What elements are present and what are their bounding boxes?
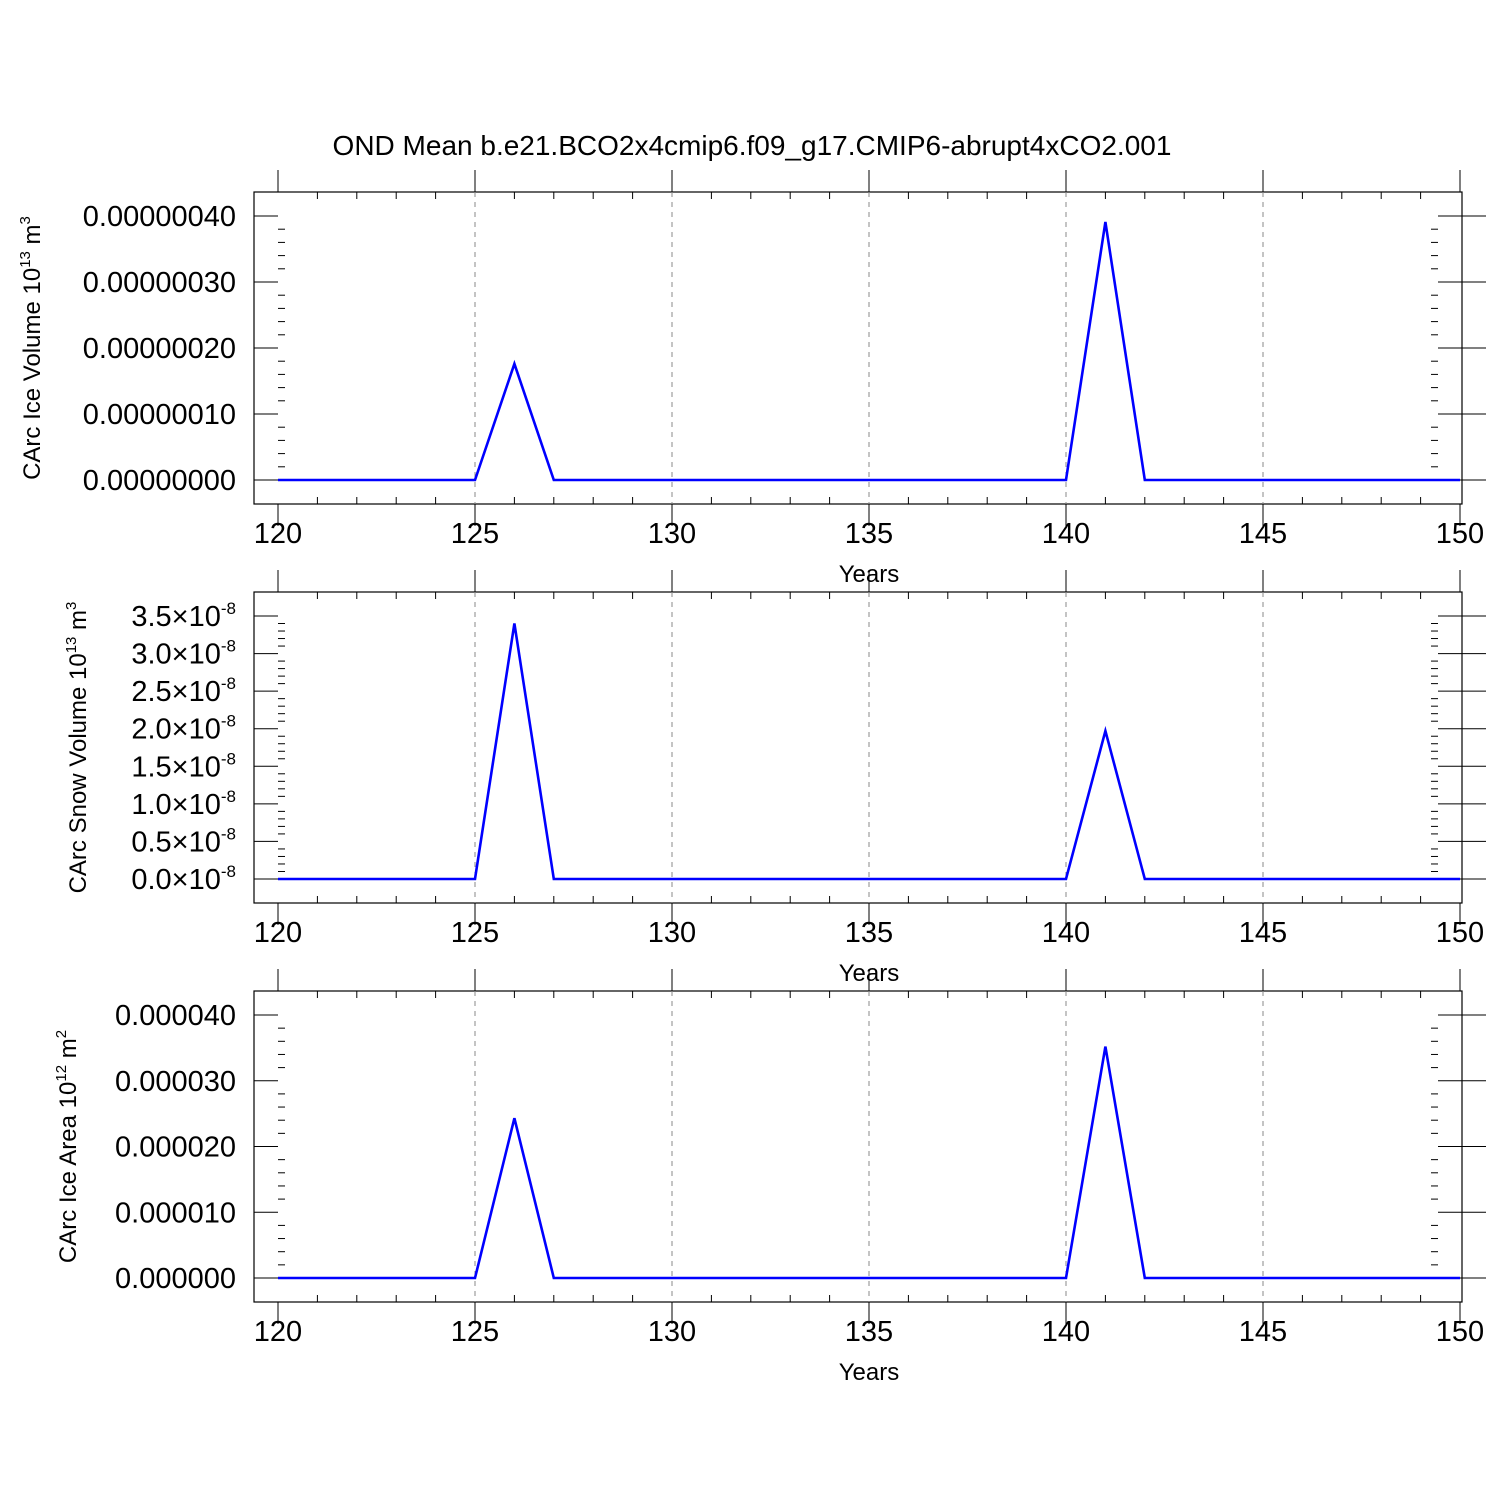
y-tick-label: 0.00000000 (83, 465, 236, 497)
y-tick-label: 0.5×10-8 (131, 824, 236, 858)
y-tick-label: 1.5×10-8 (131, 749, 236, 783)
figure-title: OND Mean b.e21.BCO2x4cmip6.f09_g17.CMIP6… (333, 130, 1172, 161)
y-tick-label: 2.5×10-8 (131, 674, 236, 708)
series-line (278, 1046, 1460, 1280)
x-tick-label: 125 (451, 917, 499, 949)
panel-3: 120 125 130 135 140 145 150 0.000000 0.000010 0.0… (53, 969, 1486, 1386)
y-tick-label: 2.0×10-8 (131, 712, 236, 746)
y-axis-title: CArc Ice Volume 1013 m3 (17, 216, 46, 480)
y-tick-label: 1.0×10-8 (131, 787, 236, 821)
x-tick-label: 150 (1436, 518, 1484, 550)
x-tick-label: 135 (845, 518, 893, 550)
y-tick-label: 0.00000010 (83, 399, 236, 431)
y-axis-title: CArc Ice Area 1012 m2 (53, 1030, 82, 1263)
x-tick-label: 130 (648, 1316, 696, 1348)
plot-frame (253, 591, 1463, 904)
x-tick-label: 145 (1239, 518, 1287, 550)
y-tick-label: 0.000020 (115, 1132, 236, 1164)
x-tick-label: 120 (254, 518, 302, 550)
x-tick-label: 145 (1239, 917, 1287, 949)
y-tick-label: 0.00000040 (83, 201, 236, 233)
y-tick-label: 0.00000030 (83, 267, 236, 299)
x-tick-label: 120 (254, 917, 302, 949)
x-axis-title: Years (839, 1359, 900, 1386)
y-tick-label: 0.000000 (115, 1263, 236, 1295)
x-tick-label: 150 (1436, 1316, 1484, 1348)
series-line (278, 623, 1460, 881)
x-tick-label: 150 (1436, 917, 1484, 949)
x-tick-label: 145 (1239, 1316, 1287, 1348)
y-tick-label: 0.0×10-8 (131, 862, 236, 896)
y-tick-label: 0.00000020 (83, 333, 236, 365)
x-tick-label: 140 (1042, 1316, 1090, 1348)
x-tick-label: 140 (1042, 917, 1090, 949)
y-axis-title: CArc Snow Volume 1013 m3 (63, 602, 92, 894)
panel-2: 120 125 130 135 140 145 150 0.0×10-8 0.5×10-81.0… (63, 570, 1486, 987)
y-tick-label: 3.5×10-8 (131, 599, 236, 633)
x-tick-label: 135 (845, 1316, 893, 1348)
x-tick-label: 125 (451, 518, 499, 550)
y-tick-label: 0.000030 (115, 1066, 236, 1098)
x-tick-label: 125 (451, 1316, 499, 1348)
y-tick-label: 3.0×10-8 (131, 637, 236, 671)
y-tick-label: 0.000010 (115, 1197, 236, 1229)
x-tick-label: 135 (845, 917, 893, 949)
series-line (278, 221, 1460, 482)
panel-1: 120 125 130 135 140 145 150 0.00000000 0.0000001… (17, 170, 1486, 588)
x-tick-label: 120 (254, 1316, 302, 1348)
x-tick-label: 130 (648, 917, 696, 949)
panels: 120 125 130 135 140 145 1500.000000000.0000001… (17, 170, 1486, 1386)
x-tick-label: 130 (648, 518, 696, 550)
x-tick-label: 140 (1042, 518, 1090, 550)
y-tick-label: 0.000040 (115, 1000, 236, 1032)
